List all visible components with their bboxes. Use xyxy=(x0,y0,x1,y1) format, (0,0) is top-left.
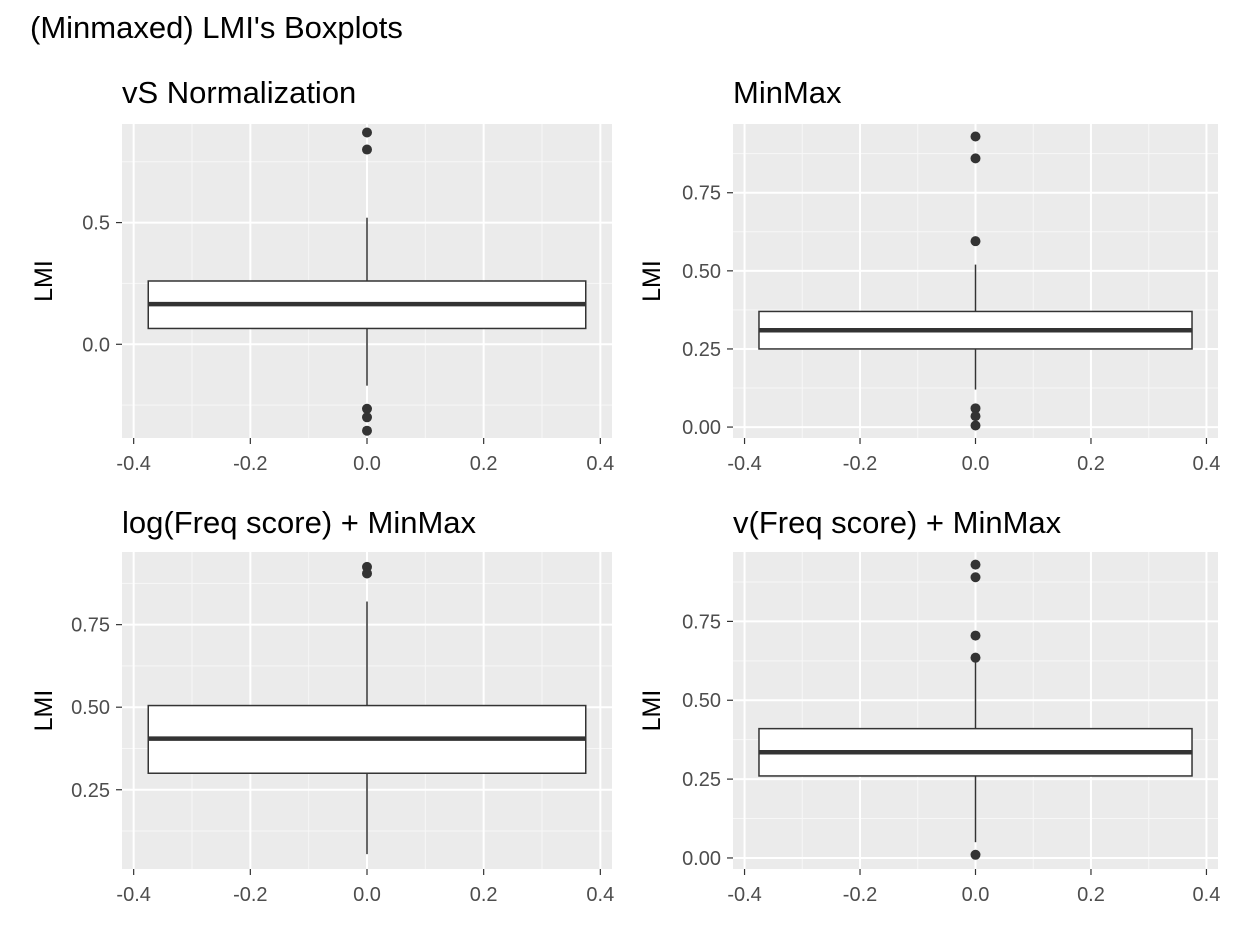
x-tick-label: -0.4 xyxy=(727,453,761,475)
x-tick-label: 0.2 xyxy=(1077,884,1105,906)
x-tick-label: 0.2 xyxy=(1077,453,1105,475)
outlier-point xyxy=(971,850,981,860)
y-tick-label: 0.00 xyxy=(682,417,721,439)
outlier-point xyxy=(362,568,372,578)
outlier-point xyxy=(971,153,981,163)
x-tick-label: -0.2 xyxy=(843,884,877,906)
x-tick-label: -0.4 xyxy=(116,884,150,906)
x-tick-label: -0.2 xyxy=(233,884,267,906)
x-tick-label: 0.4 xyxy=(586,453,614,475)
outlier-point xyxy=(971,560,981,570)
outlier-point xyxy=(362,128,372,138)
y-axis-label: LMI xyxy=(30,260,58,302)
y-axis-label: LMI xyxy=(638,260,666,302)
outlier-point xyxy=(971,572,981,582)
outlier-point xyxy=(971,421,981,431)
outlier-point xyxy=(362,404,372,414)
x-tick-label: 0.2 xyxy=(470,884,498,906)
outlier-point xyxy=(362,426,372,436)
y-tick-label: 0.25 xyxy=(71,780,110,802)
panel-3: -0.4 -0.2 0.0 0.2 0.4 0.25 0.50 0.75 log(Freq sc… xyxy=(30,505,614,906)
x-tick-label: -0.2 xyxy=(843,453,877,475)
x-tick-label: 0.4 xyxy=(1193,453,1221,475)
y-tick-label: 0.5 xyxy=(82,213,110,235)
panel-title: log(Freq score) + MinMax xyxy=(122,505,477,540)
x-tick-label: -0.4 xyxy=(727,884,761,906)
y-axis-label: LMI xyxy=(30,690,58,732)
y-tick-label: 0.50 xyxy=(682,261,721,283)
y-tick-label: 0.75 xyxy=(682,611,721,633)
panel-title: MinMax xyxy=(733,75,842,110)
y-tick-label: 0.75 xyxy=(682,183,721,205)
panel-4: -0.4 -0.2 0.0 0.2 0.4 0.00 0.25 0.50 0.75 v(Freq … xyxy=(638,505,1220,906)
panel-2: -0.4 -0.2 0.0 0.2 0.4 0.00 0.25 0.50 0.75 MinMax L… xyxy=(638,75,1220,475)
y-tick-label: 0.0 xyxy=(82,334,110,356)
outlier-point xyxy=(971,653,981,663)
outlier-point xyxy=(971,131,981,141)
x-tick-label: 0.0 xyxy=(353,453,381,475)
y-tick-label: 0.00 xyxy=(682,848,721,870)
outlier-point xyxy=(971,236,981,246)
panel-title: vS Normalization xyxy=(122,75,356,110)
y-tick-label: 0.25 xyxy=(682,339,721,361)
panel-title: v(Freq score) + MinMax xyxy=(733,505,1062,540)
y-tick-label: 0.50 xyxy=(682,690,721,712)
x-tick-label: 0.0 xyxy=(962,884,990,906)
x-tick-label: -0.4 xyxy=(116,453,150,475)
outlier-point xyxy=(971,411,981,421)
x-tick-label: 0.0 xyxy=(353,884,381,906)
outlier-point xyxy=(971,631,981,641)
x-tick-label: 0.2 xyxy=(470,453,498,475)
x-tick-label: 0.4 xyxy=(586,884,614,906)
x-tick-label: 0.4 xyxy=(1193,884,1221,906)
x-tick-label: -0.2 xyxy=(233,453,267,475)
panel-1: -0.4 -0.2 0.0 0.2 0.4 0.0 0.5 vS Normalization L… xyxy=(30,75,614,475)
y-axis-label: LMI xyxy=(638,690,666,732)
outlier-point xyxy=(362,412,372,422)
y-tick-label: 0.50 xyxy=(71,697,110,719)
y-tick-label: 0.75 xyxy=(71,615,110,637)
outlier-point xyxy=(362,145,372,155)
x-tick-label: 0.0 xyxy=(962,453,990,475)
y-tick-label: 0.25 xyxy=(682,769,721,791)
